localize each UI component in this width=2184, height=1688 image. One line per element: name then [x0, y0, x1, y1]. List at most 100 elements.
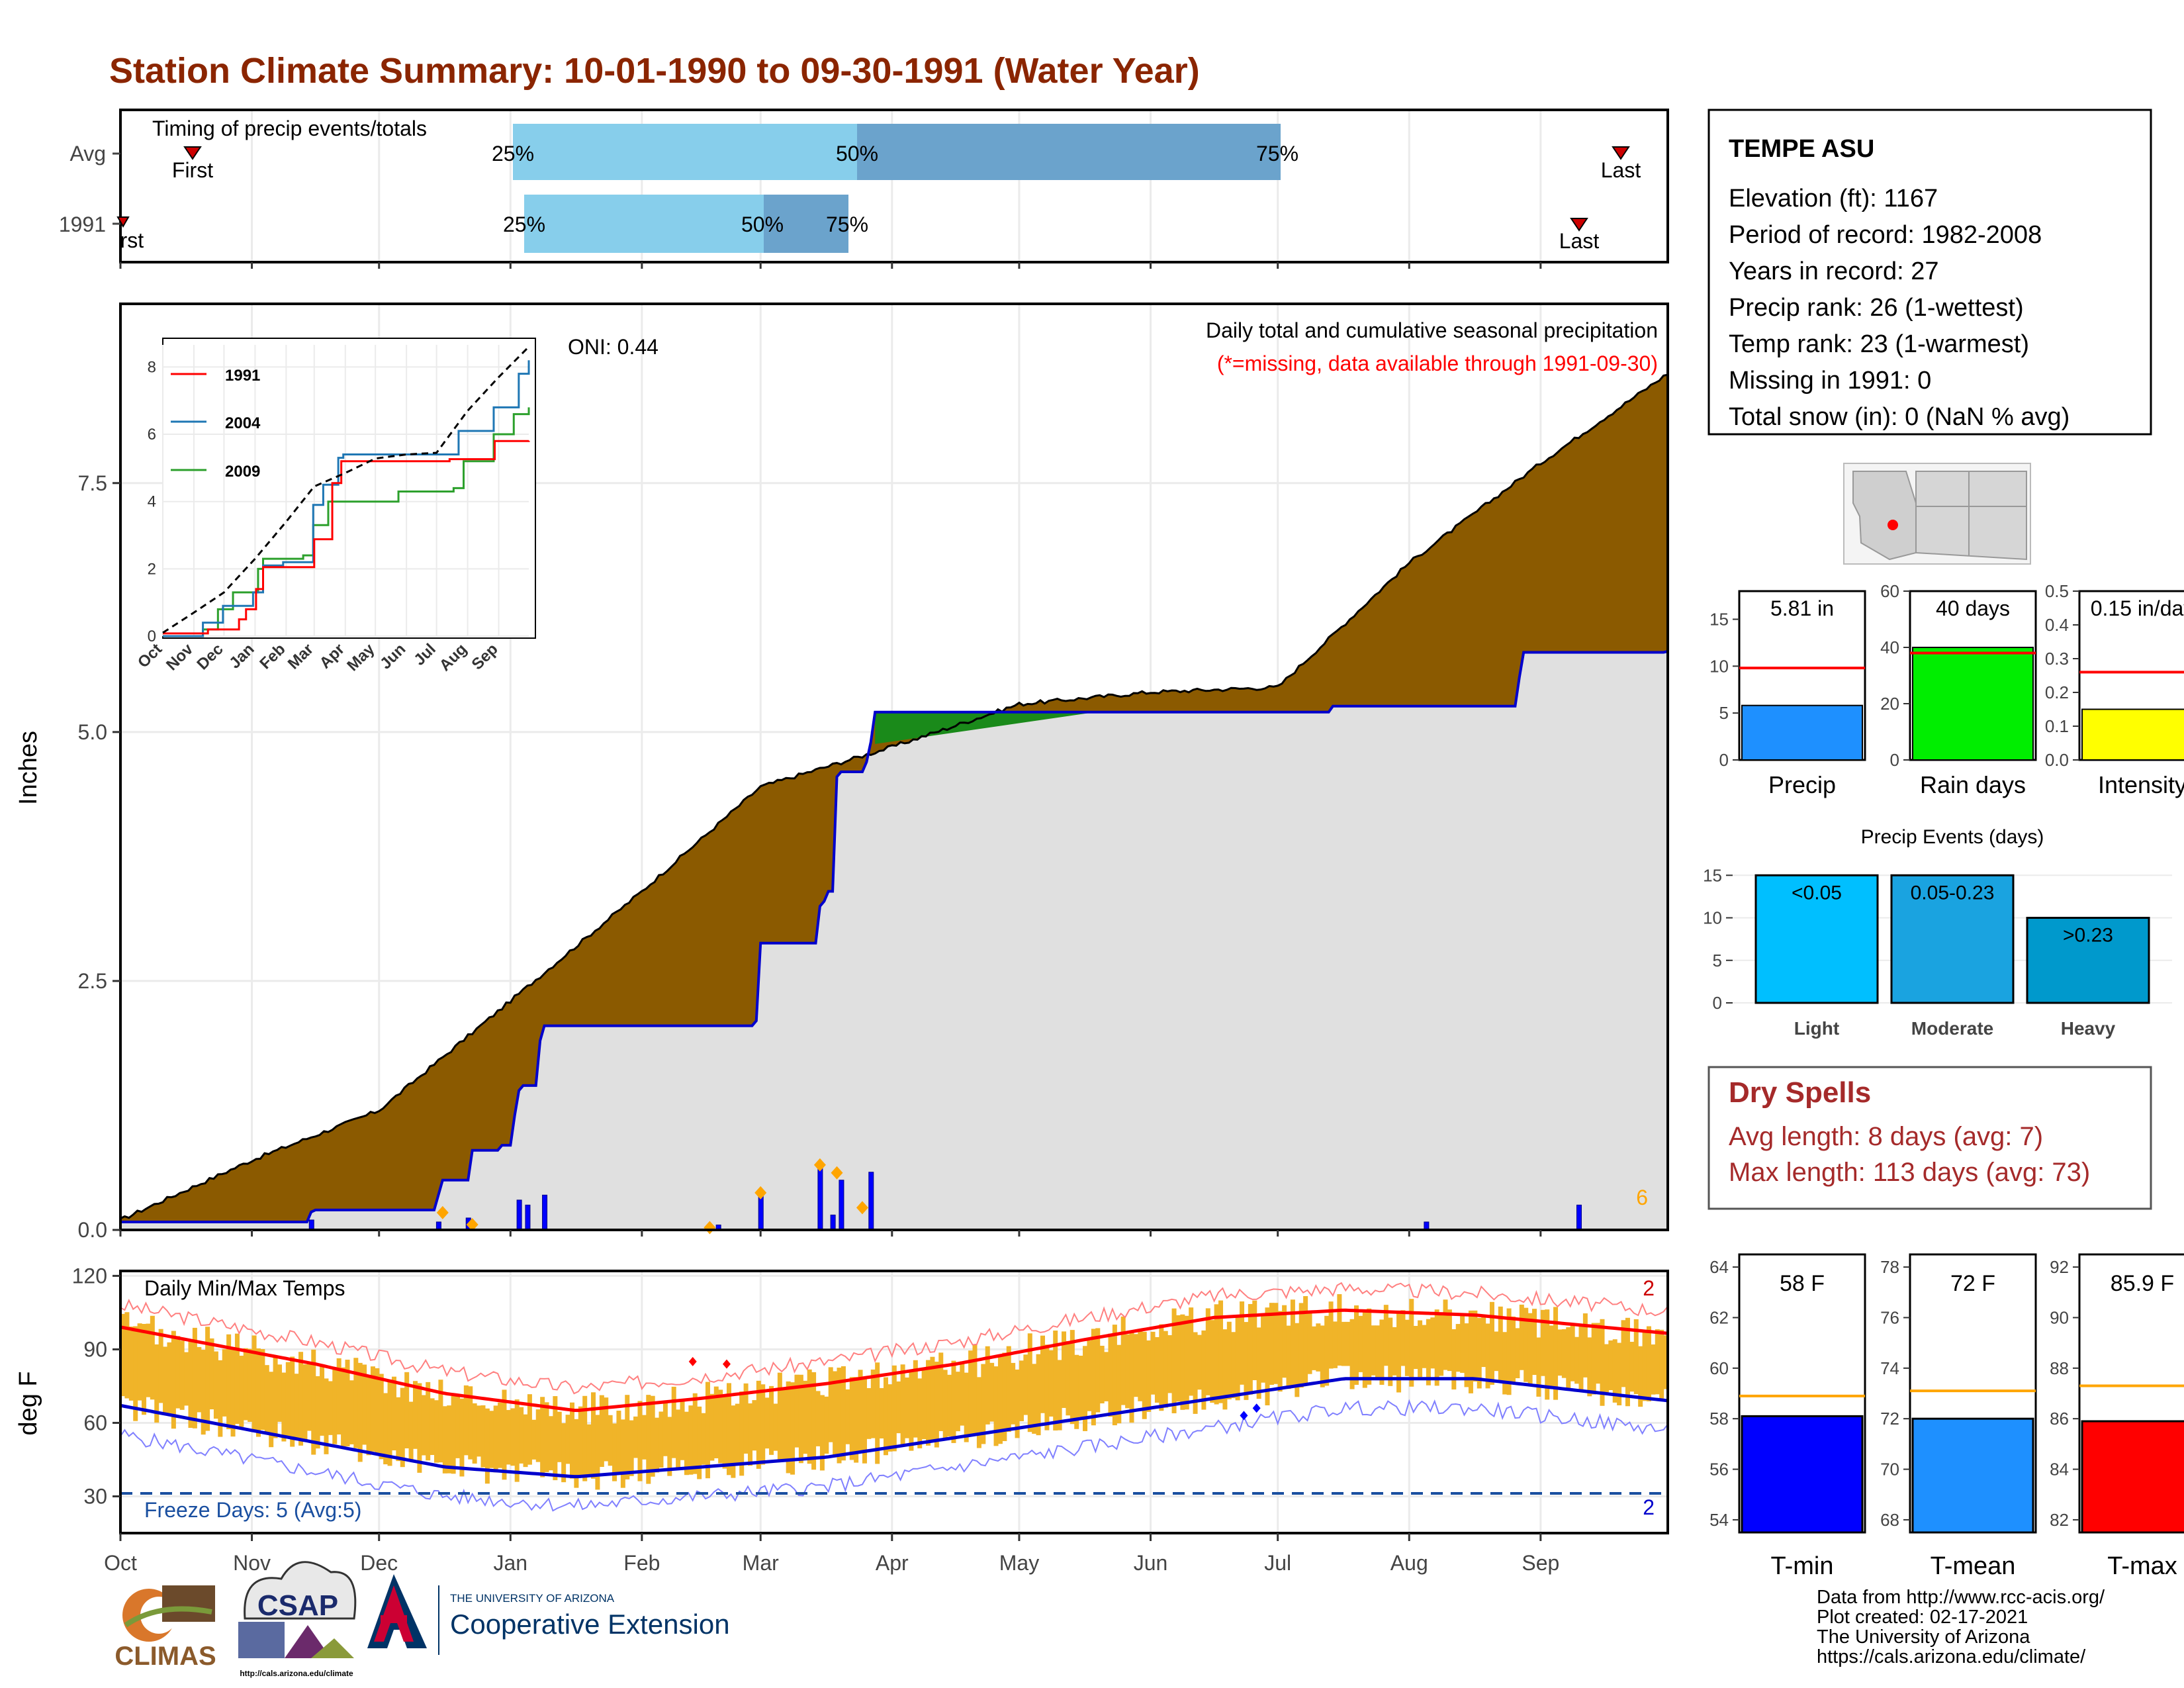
daily-temp-bar	[1175, 1315, 1181, 1402]
daily-temp-bar	[604, 1397, 609, 1462]
daily-temp-bar	[277, 1364, 283, 1422]
events-category-label: Moderate	[1911, 1018, 1993, 1039]
daily-precip-bar	[830, 1214, 836, 1231]
daily-temp-bar	[688, 1405, 694, 1475]
daily-temp-bar	[137, 1323, 142, 1401]
daily-temp-bar	[1561, 1329, 1567, 1378]
daily-temp-bar	[1532, 1309, 1537, 1376]
climas-logo-text: CLIMAS	[114, 1642, 216, 1671]
daily-temp-bar	[777, 1372, 782, 1460]
daily-temp-bar	[629, 1420, 634, 1476]
daily-temp-bar	[1362, 1311, 1367, 1388]
daily-temp-bar	[1150, 1331, 1156, 1395]
y1991-last-label: Last	[1559, 229, 1600, 253]
daily-temp-bar	[972, 1344, 978, 1435]
daily-temp-bar	[1621, 1320, 1626, 1387]
daily-temp-bar	[1578, 1325, 1584, 1389]
daily-temp-bar	[167, 1342, 172, 1415]
daily-temp-bar	[472, 1403, 477, 1464]
daily-temp-bar	[883, 1377, 888, 1456]
daily-temp-bar	[158, 1329, 163, 1403]
mini-bar-value-label: 5.81 in	[1770, 596, 1834, 620]
daily-temp-bar	[1404, 1319, 1410, 1376]
temp-bar-tick-label: 78	[1880, 1257, 1899, 1277]
temp-bar-tick-label: 92	[2050, 1257, 2069, 1277]
inset-line-2004	[163, 360, 530, 637]
daily-temp-bar	[1108, 1333, 1113, 1417]
credit-line-4: https://cals.arizona.edu/climate/	[1817, 1646, 2086, 1667]
credits: Data from http://www.rcc-acis.org/ Plot …	[1817, 1587, 2105, 1667]
precip-ytick-label: 7.5	[78, 471, 107, 495]
inset-ytick-label: 2	[148, 560, 156, 578]
inset-line-1991	[163, 440, 530, 635]
daily-temp-bar	[731, 1405, 736, 1478]
timing-row-1991-label: 1991	[59, 212, 106, 236]
mini-bar-axis-label: Rain days	[1920, 771, 2026, 798]
daily-temp-bar	[477, 1405, 482, 1457]
daily-temp-bar	[1133, 1334, 1138, 1397]
record-low-marker	[1240, 1411, 1248, 1421]
daily-temp-bar	[336, 1358, 341, 1434]
average-min-line	[120, 1377, 1668, 1479]
daily-temp-bar	[1477, 1317, 1482, 1389]
inset-xtick-label: Jan	[226, 640, 257, 672]
daily-temp-bar	[620, 1419, 625, 1488]
daily-temp-bar	[930, 1356, 935, 1442]
station-line-3: Years in record: 27	[1729, 258, 1939, 285]
daily-temp-bar	[1358, 1315, 1363, 1372]
daily-temp-bar	[269, 1372, 274, 1448]
daily-precip-marker	[436, 1205, 449, 1219]
mini-bar-tick-label: 5	[1719, 703, 1729, 723]
mini-bar-value-label: 40 days	[1936, 596, 2010, 620]
daily-temp-bar	[146, 1323, 151, 1397]
daily-temp-bar	[1069, 1330, 1075, 1425]
timing-row-avg-label: Avg	[69, 142, 106, 165]
arizona-shape	[1852, 471, 1917, 561]
daily-temp-bar	[1167, 1335, 1173, 1393]
daily-temp-bar	[480, 1405, 486, 1468]
month-label: Feb	[623, 1551, 660, 1575]
daily-temp-bar	[993, 1366, 999, 1446]
inset-legend: 1991 2004 2009	[171, 367, 261, 481]
daily-temp-bar	[1286, 1325, 1291, 1389]
daily-temp-bar	[1218, 1300, 1224, 1403]
precip-ytick-label: 2.5	[78, 969, 107, 993]
daily-temp-bar	[404, 1372, 410, 1449]
inset-xtick-label: Sep	[469, 640, 502, 673]
daily-temp-bar	[794, 1374, 799, 1448]
daily-temp-bar	[955, 1372, 960, 1432]
daily-temp-bar	[1099, 1345, 1105, 1404]
daily-temp-bar	[197, 1346, 202, 1413]
temp-bar-tick-label: 64	[1709, 1257, 1729, 1277]
daily-temp-bar	[917, 1378, 923, 1448]
daily-temp-bar	[243, 1348, 248, 1421]
station-line-1: Elevation (ft): 1167	[1729, 185, 1938, 212]
station-line-6: Missing in 1991: 0	[1729, 367, 1931, 395]
daily-temp-bar	[1659, 1329, 1664, 1399]
mini-bar-tick-label: 0	[1719, 750, 1729, 770]
daily-temp-bar	[1413, 1325, 1418, 1370]
daily-temp-bar	[514, 1399, 520, 1482]
daily-temp-bar	[1443, 1299, 1448, 1370]
daily-temp-bar	[875, 1362, 880, 1464]
mini-bar-tick-label: 0.5	[2045, 581, 2069, 601]
daily-temp-bar	[565, 1415, 570, 1464]
daily-temp-bar	[790, 1382, 796, 1475]
daily-temp-bar	[862, 1379, 867, 1464]
mini-bar-tick-label: 10	[1709, 656, 1729, 676]
daily-temp-bar	[1189, 1307, 1194, 1396]
observed-cumulative-fill	[120, 651, 1668, 1230]
daily-temp-bar	[1066, 1340, 1071, 1416]
daily-temp-bar	[726, 1383, 731, 1476]
daily-temp-bar	[1371, 1325, 1376, 1376]
daily-temp-bar	[163, 1346, 168, 1415]
daily-temp-bar	[1460, 1313, 1465, 1373]
daily-temp-bar	[1171, 1308, 1177, 1413]
daily-temp-bar	[426, 1382, 431, 1461]
daily-temp-bar	[887, 1384, 893, 1452]
temp-ytick-label: 30	[83, 1484, 107, 1508]
daily-temp-bar	[290, 1356, 295, 1447]
temp-bar-tick-label: 58	[1709, 1409, 1729, 1429]
daily-temp-bar	[1617, 1342, 1622, 1406]
temp-bar-tick-label: 68	[1880, 1510, 1899, 1530]
